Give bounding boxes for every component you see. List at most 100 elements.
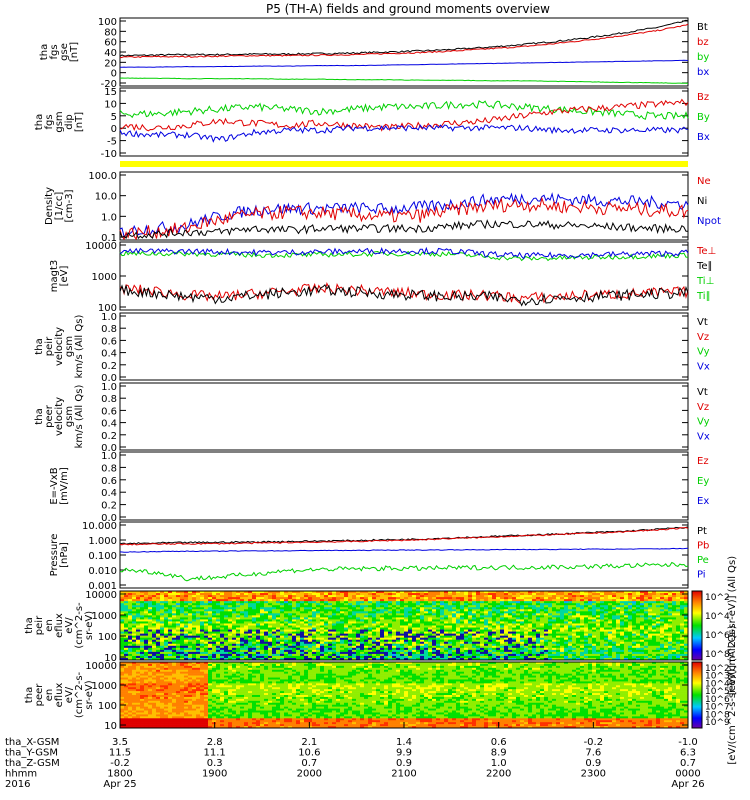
spectrogram-cell bbox=[244, 609, 249, 612]
spectrogram-cell bbox=[348, 607, 353, 610]
spectrogram-cell bbox=[192, 613, 197, 616]
spectrogram-cell bbox=[176, 641, 181, 645]
spectrogram-cell bbox=[284, 647, 289, 651]
spectrogram-cell bbox=[328, 607, 333, 610]
spectrogram-cell bbox=[488, 633, 493, 636]
spectrogram-cell bbox=[316, 647, 321, 651]
spectrogram-cell bbox=[436, 609, 441, 612]
spectrogram-cell bbox=[136, 641, 141, 645]
spectrogram-cell bbox=[472, 647, 477, 651]
spectrogram-cell bbox=[528, 645, 533, 649]
spectrogram-cell bbox=[540, 595, 545, 598]
spectrogram-cell bbox=[392, 625, 397, 628]
spectrogram-cell bbox=[424, 619, 429, 622]
spectrogram-cell bbox=[152, 607, 157, 610]
spectrogram-cell bbox=[160, 647, 165, 651]
series-line-Ti⊥ bbox=[119, 246, 689, 260]
spectrogram-cell bbox=[600, 643, 605, 647]
spectrogram-cell bbox=[560, 595, 565, 598]
spectrogram-cell bbox=[540, 615, 545, 618]
spectrogram-cell bbox=[508, 617, 513, 620]
spectrogram-cell bbox=[352, 655, 357, 659]
spectrogram-cell bbox=[444, 643, 449, 647]
spectrogram-cell bbox=[304, 627, 309, 630]
spectrogram-cell bbox=[188, 637, 193, 641]
spectrogram-cell bbox=[564, 627, 569, 630]
spectrogram-cell bbox=[236, 631, 241, 634]
spectrogram-cell bbox=[292, 617, 297, 620]
spectrogram-cell bbox=[564, 601, 569, 604]
spectrogram-cell bbox=[136, 591, 141, 594]
spectrogram-cell bbox=[340, 631, 345, 634]
spectrogram-cell bbox=[260, 655, 265, 659]
spectrogram-cell bbox=[344, 615, 349, 618]
spectrogram-cell bbox=[360, 599, 365, 602]
spectrogram-cell bbox=[212, 649, 217, 653]
spectrogram-cell bbox=[312, 629, 317, 632]
spectrogram-cell bbox=[656, 631, 661, 634]
spectrogram-cell bbox=[232, 599, 237, 602]
spectrogram-cell bbox=[384, 613, 389, 616]
spectrogram-cell bbox=[220, 591, 225, 594]
spectrogram-cell bbox=[440, 595, 445, 598]
spectrogram-cell bbox=[304, 649, 309, 653]
spectrogram-cell bbox=[572, 643, 577, 647]
spectrogram-cell bbox=[452, 621, 457, 624]
spectrogram-cell bbox=[568, 637, 573, 641]
spectrogram-cell bbox=[400, 633, 405, 636]
y-axis-label-line: [1/cc] bbox=[54, 192, 65, 221]
spectrogram-cell bbox=[560, 641, 565, 645]
series-line-Npot bbox=[119, 192, 689, 238]
spectrogram-cell bbox=[596, 599, 601, 602]
spectrogram-cell bbox=[284, 599, 289, 602]
spectrogram-cell bbox=[236, 615, 241, 618]
spectrogram-cell bbox=[392, 599, 397, 602]
spectrogram-cell bbox=[216, 595, 221, 598]
spectrogram-cell bbox=[492, 605, 497, 608]
spectrogram-cell bbox=[316, 655, 321, 659]
spectrogram-cell bbox=[532, 635, 537, 638]
spectrogram-cell bbox=[368, 657, 373, 661]
spectrogram-cell bbox=[612, 649, 617, 653]
spectrogram-cell bbox=[356, 645, 361, 649]
spectrogram-cell bbox=[252, 617, 257, 620]
spectrogram-cell bbox=[400, 631, 405, 634]
spectrogram-cell bbox=[644, 649, 649, 653]
spectrogram-cell bbox=[512, 609, 517, 612]
spectrogram-cell bbox=[616, 653, 621, 657]
spectrogram-cell bbox=[380, 597, 385, 600]
spectrogram-cell bbox=[260, 623, 265, 626]
spectrogram-cell bbox=[272, 649, 277, 653]
spectrogram-cell bbox=[624, 627, 629, 630]
spectrogram-cell bbox=[560, 635, 565, 638]
spectrogram-cell bbox=[360, 615, 365, 618]
spectrogram-cell bbox=[204, 627, 209, 630]
spectrogram-cell bbox=[576, 615, 581, 618]
spectrogram-cell bbox=[168, 595, 173, 598]
spectrogram-cell bbox=[208, 601, 213, 604]
spectrogram-cell bbox=[472, 615, 477, 618]
spectrogram-cell bbox=[584, 629, 589, 632]
spectrogram-cell bbox=[668, 623, 673, 626]
spectrogram-cell bbox=[336, 653, 341, 657]
spectrogram-cell bbox=[628, 605, 633, 608]
spectrogram-cell bbox=[508, 591, 513, 594]
spectrogram-cell bbox=[156, 619, 161, 622]
spectrogram-cell bbox=[540, 653, 545, 657]
spectrogram-cell bbox=[272, 613, 277, 616]
spectrogram-cell bbox=[240, 653, 245, 657]
spectrogram-cell bbox=[328, 605, 333, 608]
spectrogram-cell bbox=[216, 609, 221, 612]
spectrogram-cell bbox=[376, 621, 381, 624]
spectrogram-cell bbox=[652, 653, 657, 657]
spectrogram-cell bbox=[204, 635, 209, 638]
spectrogram-cell bbox=[496, 605, 501, 608]
spectrogram-cell bbox=[300, 603, 305, 606]
spectrogram-cell bbox=[192, 605, 197, 608]
spectrogram-cell bbox=[180, 591, 185, 594]
spectrogram-cell bbox=[440, 639, 445, 643]
spectrogram-cell bbox=[540, 619, 545, 622]
spectrogram-cell bbox=[672, 599, 677, 602]
spectrogram-cell bbox=[440, 611, 445, 614]
spectrogram-cell bbox=[132, 603, 137, 606]
